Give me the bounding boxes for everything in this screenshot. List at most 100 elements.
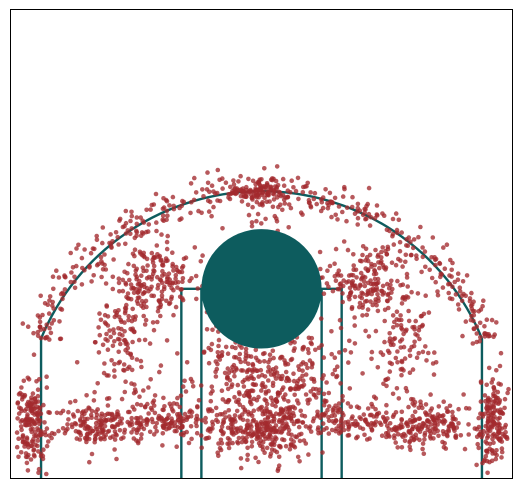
shot-point (365, 421, 370, 427)
shot-point (209, 384, 215, 390)
shot-point (20, 433, 26, 438)
shot-point (129, 286, 134, 291)
shot-point (294, 418, 300, 424)
shot-point (129, 355, 135, 361)
shot-point (375, 254, 381, 259)
shot-point (452, 428, 457, 434)
shot-point (229, 382, 235, 387)
shot-point (368, 287, 374, 293)
shot-point (220, 431, 226, 437)
shot-point (122, 223, 127, 229)
shot-point (381, 213, 387, 218)
shot-point (264, 401, 270, 407)
shot-point (379, 249, 384, 255)
shot-point (150, 260, 156, 265)
shot-point (240, 368, 246, 373)
shot-point (389, 260, 395, 266)
shot-point (387, 331, 393, 336)
shot-point (303, 361, 309, 367)
shot-point (312, 393, 317, 398)
shot-point (326, 202, 331, 208)
shot-point (286, 427, 292, 433)
shot-point (103, 321, 109, 327)
shot-point (402, 356, 408, 361)
shot-point (402, 438, 408, 444)
shot-point (411, 437, 417, 443)
shot-point (336, 204, 342, 209)
shot-point (320, 450, 325, 455)
shot-point (396, 396, 402, 401)
shot-point (195, 286, 200, 291)
shot-point (79, 423, 84, 428)
shot-point (300, 420, 306, 425)
shot-point (70, 265, 76, 270)
shot-point (184, 429, 189, 435)
shot-point (173, 264, 179, 270)
shot-point (325, 407, 330, 413)
shot-point (116, 276, 122, 282)
shot-point (151, 255, 156, 260)
shot-point (102, 361, 107, 366)
shot-point (32, 400, 38, 405)
shot-point (298, 408, 304, 414)
shot-point (152, 393, 158, 398)
shot-point (44, 322, 49, 328)
shot-point (152, 410, 158, 416)
shot-point (29, 439, 35, 444)
shot-point (188, 210, 193, 216)
shot-point (127, 277, 132, 283)
shot-point (151, 202, 157, 207)
shot-point (399, 358, 405, 364)
shot-point (22, 444, 27, 449)
shot-point (246, 367, 252, 373)
shot-point (285, 188, 291, 193)
shot-point (368, 278, 373, 283)
shot-point (171, 268, 176, 273)
shot-point (422, 249, 428, 254)
shot-point (190, 384, 196, 389)
shot-point (111, 330, 117, 336)
shot-point (163, 197, 169, 203)
shot-point (19, 385, 24, 390)
shot-point (75, 408, 81, 414)
shot-point (399, 372, 404, 378)
shot-point (379, 433, 385, 439)
shot-point (57, 336, 63, 342)
shot-point (239, 439, 245, 445)
shot-point (36, 470, 41, 476)
shot-point (119, 319, 124, 325)
shot-point (449, 267, 455, 273)
shot-point (254, 199, 260, 205)
shot-point (311, 416, 317, 421)
shot-point (103, 419, 108, 424)
shot-point (248, 354, 254, 359)
shot-point (82, 268, 87, 273)
shot-point (246, 361, 251, 367)
shot-point (167, 300, 173, 306)
shot-point (502, 396, 508, 402)
shot-point (158, 363, 164, 368)
shot-point (230, 364, 235, 370)
shot-point (144, 256, 150, 262)
shot-point (345, 433, 351, 438)
shot-point (352, 211, 358, 216)
shot-point (276, 443, 282, 449)
shot-point (214, 412, 220, 418)
shot-point (87, 429, 93, 435)
shot-point (362, 418, 368, 424)
shot-point (410, 413, 416, 419)
shot-point (210, 327, 215, 333)
shot-point (213, 374, 219, 379)
shot-point (280, 176, 286, 182)
shot-point (497, 410, 502, 415)
shot-point (447, 424, 452, 429)
shot-point (462, 446, 468, 452)
shot-point (494, 448, 499, 453)
shot-point (412, 339, 417, 345)
shot-point (431, 414, 436, 419)
shot-point (198, 383, 204, 388)
shot-point (250, 361, 256, 367)
shot-point (18, 424, 24, 429)
shot-point (422, 433, 428, 438)
shot-point (250, 388, 256, 394)
